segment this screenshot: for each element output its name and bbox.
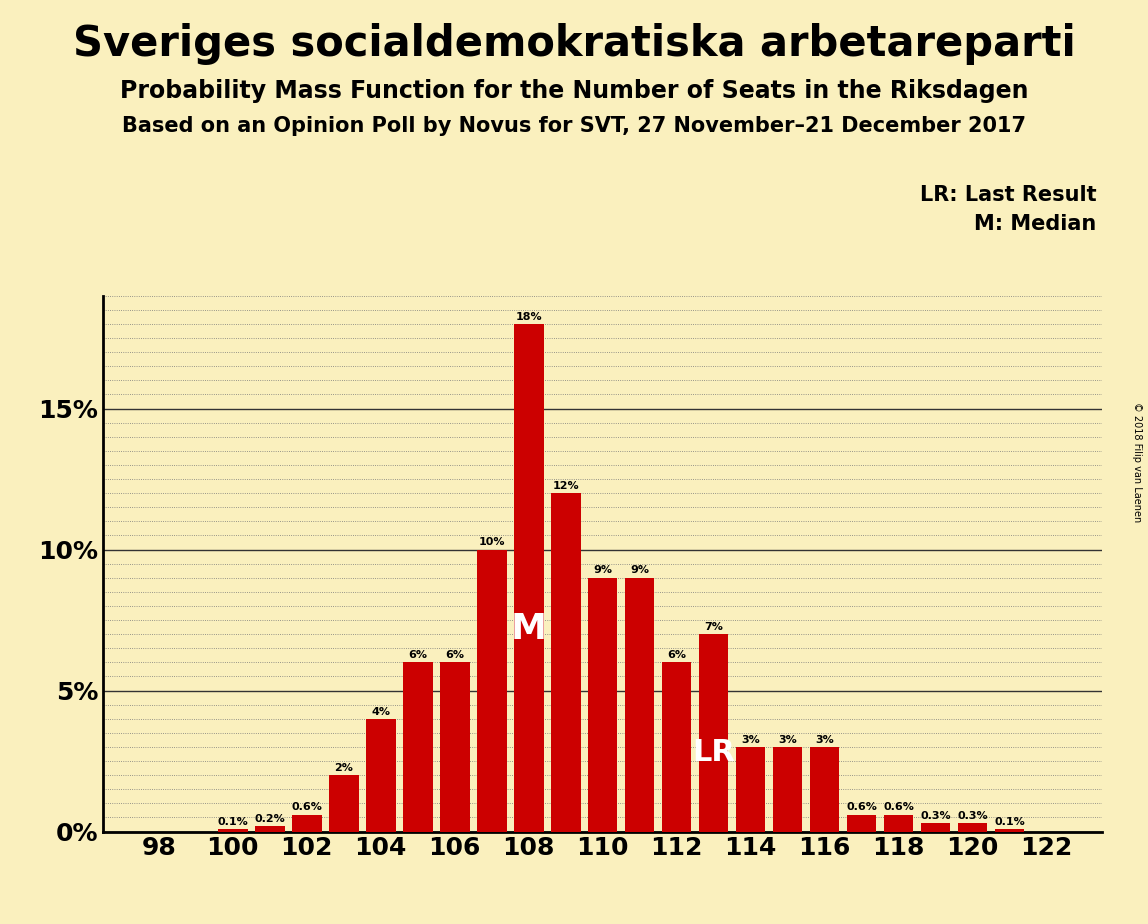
Text: LR: LR — [692, 738, 735, 767]
Text: Based on an Opinion Poll by Novus for SVT, 27 November–21 December 2017: Based on an Opinion Poll by Novus for SV… — [122, 116, 1026, 136]
Text: 2%: 2% — [334, 763, 354, 773]
Bar — [773, 747, 802, 832]
Bar — [662, 663, 691, 832]
Bar — [218, 829, 248, 832]
Bar — [514, 324, 543, 832]
Text: 0.6%: 0.6% — [292, 802, 323, 812]
Text: 6%: 6% — [445, 650, 464, 660]
Bar — [588, 578, 618, 832]
Bar — [366, 719, 396, 832]
Text: 0.2%: 0.2% — [255, 814, 285, 823]
Text: 3%: 3% — [742, 735, 760, 745]
Text: 9%: 9% — [594, 565, 612, 576]
Text: Probability Mass Function for the Number of Seats in the Riksdagen: Probability Mass Function for the Number… — [119, 79, 1029, 103]
Text: 0.6%: 0.6% — [846, 802, 877, 812]
Text: 0.3%: 0.3% — [921, 811, 951, 821]
Text: 0.6%: 0.6% — [883, 802, 914, 812]
Text: 12%: 12% — [552, 480, 579, 491]
Text: 0.1%: 0.1% — [217, 817, 248, 827]
Bar — [809, 747, 839, 832]
Bar — [736, 747, 766, 832]
Text: 0.3%: 0.3% — [957, 811, 988, 821]
Bar — [995, 829, 1024, 832]
Bar — [292, 815, 321, 832]
Bar — [255, 826, 285, 832]
Bar — [699, 634, 729, 832]
Text: 6%: 6% — [667, 650, 687, 660]
Text: 18%: 18% — [515, 311, 542, 322]
Text: M: M — [511, 612, 546, 646]
Bar — [957, 823, 987, 832]
Text: 0.1%: 0.1% — [994, 817, 1025, 827]
Bar — [329, 775, 358, 832]
Bar — [847, 815, 876, 832]
Text: LR: Last Result: LR: Last Result — [920, 185, 1096, 205]
Bar — [884, 815, 914, 832]
Text: 3%: 3% — [778, 735, 797, 745]
Text: Sveriges socialdemokratiska arbetareparti: Sveriges socialdemokratiska arbetarepart… — [72, 23, 1076, 65]
Text: 6%: 6% — [409, 650, 427, 660]
Text: 9%: 9% — [630, 565, 649, 576]
Text: 4%: 4% — [371, 707, 390, 716]
Bar — [551, 493, 581, 832]
Bar — [476, 550, 506, 832]
Text: M: Median: M: Median — [975, 214, 1096, 235]
Bar — [921, 823, 951, 832]
Text: 10%: 10% — [479, 537, 505, 547]
Text: © 2018 Filip van Laenen: © 2018 Filip van Laenen — [1132, 402, 1142, 522]
Bar — [403, 663, 433, 832]
Text: 7%: 7% — [704, 622, 723, 632]
Bar — [440, 663, 470, 832]
Text: 3%: 3% — [815, 735, 833, 745]
Bar — [625, 578, 654, 832]
